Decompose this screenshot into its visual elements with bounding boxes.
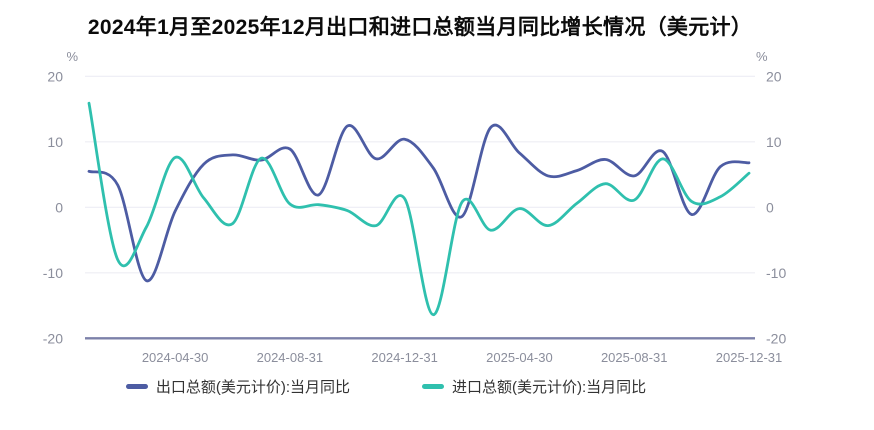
- y-axis-unit-right: %: [756, 49, 768, 64]
- y-tick-label-left-10: 10: [47, 134, 63, 150]
- y-tick-label-right-10: 10: [766, 134, 782, 150]
- x-tick-label-2025-08-31: 2025-08-31: [601, 350, 668, 365]
- y-tick-label-left-20: 20: [47, 68, 63, 84]
- legend: 出口总额(美元计价):当月同比 进口总额(美元计价):当月同比: [0, 376, 772, 397]
- legend-item-exports[interactable]: 出口总额(美元计价):当月同比: [125, 376, 350, 397]
- imports-line-swatch: [422, 384, 444, 389]
- x-tick-label-2025-12-31: 2025-12-31: [716, 350, 783, 365]
- legend-label-imports: 进口总额(美元计价):当月同比: [452, 379, 647, 396]
- x-tick-label-2025-04-30: 2025-04-30: [486, 350, 553, 365]
- y-tick-label-right--20: -20: [766, 330, 786, 346]
- y-tick-label-left--20: -20: [43, 330, 63, 346]
- imports-series-line[interactable]: [87, 101, 751, 317]
- legend-item-imports[interactable]: 进口总额(美元计价):当月同比: [422, 376, 646, 397]
- exports-line-swatch: [125, 384, 148, 389]
- y-tick-label-left-0: 0: [55, 199, 63, 215]
- x-tick-label-2024-04-30: 2024-04-30: [142, 350, 209, 365]
- legend-label-exports: 出口总额(美元计价):当月同比: [155, 379, 350, 396]
- exports-series-line[interactable]: [87, 123, 751, 283]
- y-axis-unit-left: %: [66, 49, 78, 64]
- y-tick-label-right-20: 20: [766, 68, 782, 84]
- y-tick-label-left--10: -10: [43, 265, 63, 281]
- x-tick-label-2024-12-31: 2024-12-31: [371, 350, 438, 365]
- x-tick-label-2024-08-31: 2024-08-31: [257, 350, 324, 365]
- chart-title: 2024年1月至2025年12月出口和进口总额当月同比增长情况（美元计）: [87, 16, 753, 39]
- y-tick-label-right-0: 0: [766, 199, 774, 215]
- y-tick-label-right--10: -10: [766, 265, 786, 281]
